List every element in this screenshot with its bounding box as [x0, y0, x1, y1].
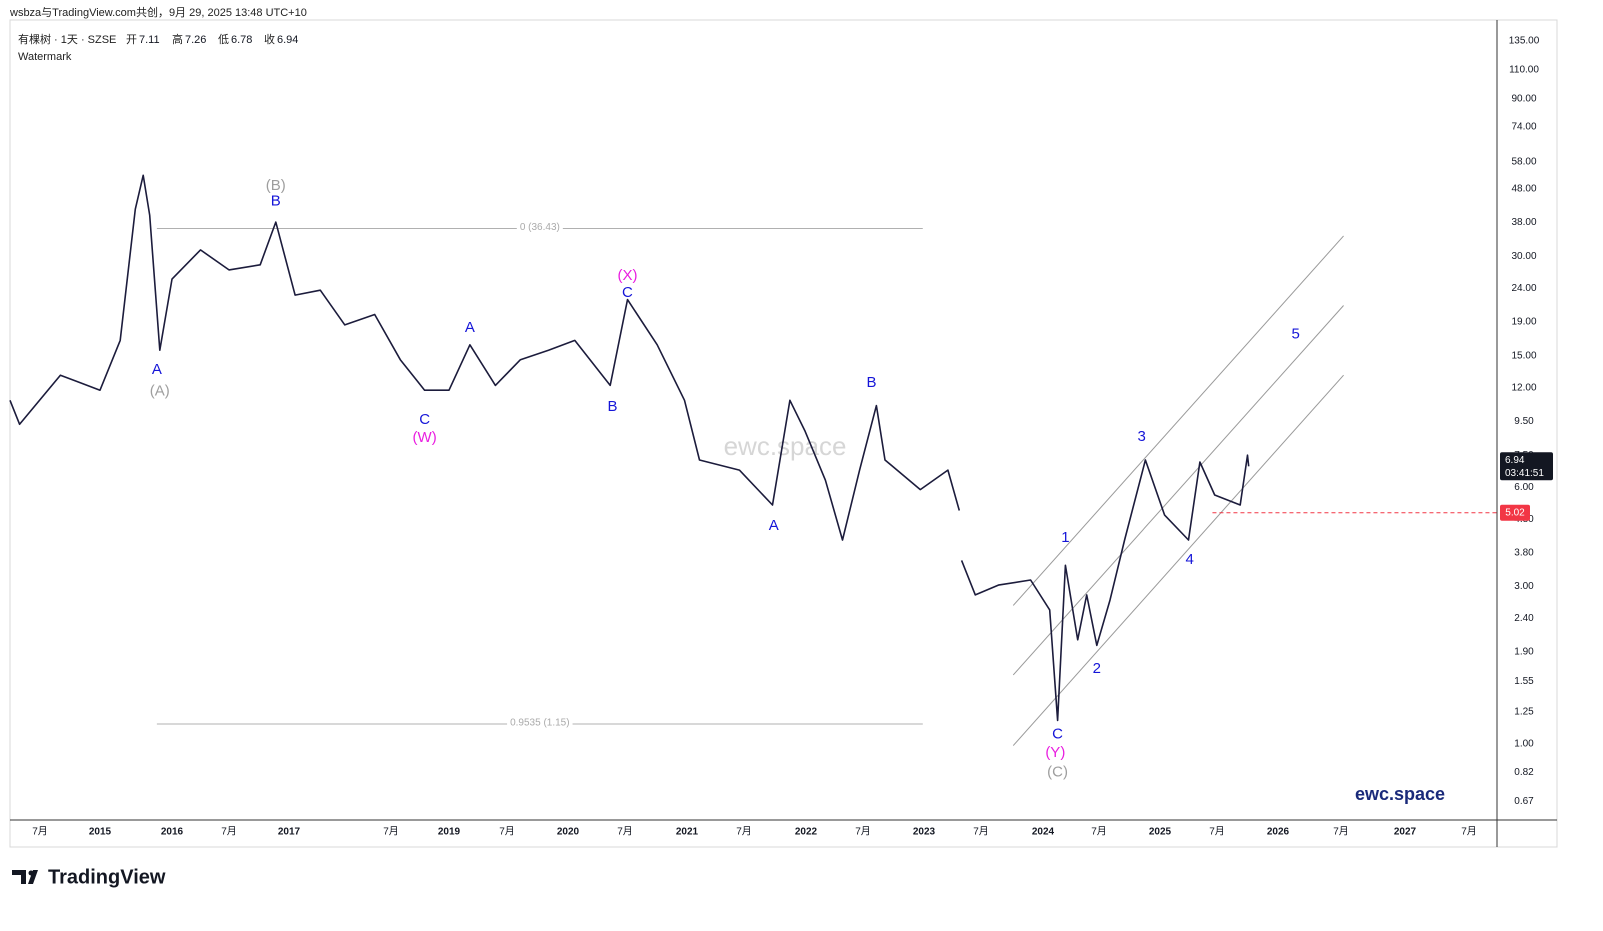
wave-label: 1	[1061, 529, 1069, 546]
x-tick-label: 7月	[1333, 826, 1349, 838]
fib-label: 0 (36.43)	[520, 222, 560, 233]
channel-line	[1012, 235, 1344, 606]
last-price: 6.94	[1505, 455, 1525, 466]
wave-label: C	[419, 411, 430, 428]
tv-logo-icon	[12, 870, 38, 884]
y-tick-label: 110.00	[1509, 65, 1539, 76]
y-tick-label: 9.50	[1514, 416, 1534, 427]
x-tick-label: 2026	[1267, 827, 1290, 838]
y-tick-label: 1.55	[1514, 676, 1534, 687]
x-tick-label: 2024	[1032, 827, 1055, 838]
fib-label: 0.9535 (1.15)	[510, 718, 570, 729]
wave-label: B	[271, 192, 281, 209]
x-tick-label: 7月	[736, 826, 752, 838]
x-tick-label: 7月	[1091, 826, 1107, 838]
y-tick-label: 3.80	[1514, 547, 1534, 558]
watermark: ewc.space	[724, 431, 847, 461]
price-level-label: 5.02	[1505, 507, 1525, 518]
y-tick-label: 135.00	[1509, 35, 1540, 46]
wave-label: A	[465, 319, 475, 336]
last-price-box	[1500, 452, 1553, 481]
wave-label: C	[1052, 725, 1063, 742]
wave-label: (B)	[266, 177, 286, 194]
y-tick-label: 90.00	[1511, 94, 1536, 105]
y-tick-label: 19.00	[1511, 317, 1536, 328]
wave-label: (C)	[1047, 764, 1068, 781]
symbol: 有棵树 · 1天 · SZSE	[18, 32, 116, 46]
x-tick-label: 2016	[161, 827, 184, 838]
y-tick-label: 15.00	[1511, 350, 1536, 361]
wave-label: C	[622, 284, 633, 301]
wave-label: B	[607, 398, 617, 415]
ohlc-value: 6.94	[277, 34, 298, 46]
brand: ewc.space	[1355, 784, 1445, 804]
wave-label: 4	[1185, 551, 1193, 568]
x-tick-label: 2022	[795, 827, 818, 838]
y-tick-label: 1.00	[1514, 739, 1534, 750]
y-tick-label: 24.00	[1511, 283, 1536, 294]
x-tick-label: 2017	[278, 827, 301, 838]
x-tick-label: 7月	[221, 826, 237, 838]
y-tick-label: 1.90	[1514, 647, 1534, 658]
y-tick-label: 38.00	[1511, 217, 1536, 228]
x-tick-label: 2015	[89, 827, 112, 838]
x-tick-label: 7月	[1209, 826, 1225, 838]
wave-label: (Y)	[1045, 744, 1065, 761]
countdown: 03:41:51	[1505, 468, 1544, 479]
indicator: Watermark	[18, 51, 72, 63]
wave-label: (A)	[150, 382, 170, 399]
y-tick-label: 12.00	[1511, 382, 1536, 393]
wave-label: 2	[1093, 660, 1101, 677]
wave-label: 5	[1291, 325, 1299, 342]
channel-line	[1012, 374, 1344, 746]
x-tick-label: 2019	[438, 827, 461, 838]
wave-label: (W)	[413, 429, 437, 446]
x-tick-label: 7月	[973, 826, 989, 838]
ohlc-name: 收	[264, 32, 275, 46]
ohlc-name: 低	[218, 33, 229, 46]
x-tick-label: 2027	[1394, 827, 1417, 838]
x-tick-label: 2025	[1149, 827, 1172, 838]
header: wsbza与TradingView.com共创，9月 29, 2025 13:4…	[9, 6, 307, 19]
wave-label: A	[769, 517, 779, 534]
y-tick-label: 48.00	[1511, 184, 1536, 195]
price-level-box	[1500, 504, 1530, 521]
wave-label: B	[867, 374, 877, 391]
y-tick-label: 0.67	[1514, 796, 1534, 807]
y-tick-label: 6.00	[1514, 482, 1534, 493]
y-tick-label: 1.25	[1514, 707, 1534, 718]
y-tick-label: 2.40	[1514, 613, 1534, 624]
x-tick-label: 7月	[32, 826, 48, 838]
tv-logo: TradingView	[48, 866, 166, 888]
ohlc-value: 7.26	[185, 34, 206, 46]
wave-label: A	[152, 361, 162, 378]
price-line	[9, 174, 1250, 722]
x-tick-label: 7月	[499, 826, 515, 838]
wave-label: (X)	[617, 267, 637, 284]
y-tick-label: 58.00	[1511, 157, 1536, 168]
ohlc-value: 7.11	[139, 34, 160, 46]
x-tick-label: 2021	[676, 827, 699, 838]
ohlc-name: 开	[126, 34, 137, 46]
x-tick-label: 2020	[557, 827, 580, 838]
channel-line	[1012, 305, 1344, 676]
x-tick-label: 7月	[617, 826, 633, 838]
wave-label: 3	[1138, 428, 1146, 445]
x-tick-label: 7月	[383, 826, 399, 838]
x-tick-label: 7月	[855, 826, 871, 838]
ohlc-value: 6.78	[231, 34, 252, 46]
chart-frame	[9, 19, 1558, 848]
fib-label-bg	[516, 222, 563, 234]
ohlc-name: 高	[172, 32, 183, 46]
y-tick-label: 30.00	[1511, 251, 1536, 262]
y-tick-label: 74.00	[1511, 122, 1536, 133]
y-tick-label: 3.00	[1514, 581, 1534, 592]
fib-label-bg	[507, 717, 573, 729]
y-tick-label: 0.82	[1514, 767, 1534, 778]
x-tick-label: 7月	[1461, 826, 1477, 838]
x-tick-label: 2023	[913, 827, 936, 838]
